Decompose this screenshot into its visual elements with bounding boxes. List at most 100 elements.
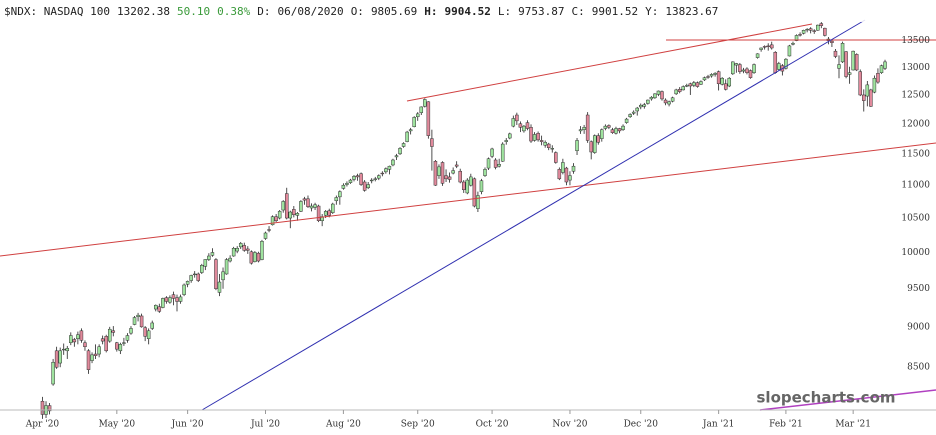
candle-body bbox=[306, 198, 310, 207]
candle-body bbox=[90, 354, 94, 361]
candle-body bbox=[125, 335, 130, 341]
candle-body bbox=[242, 245, 247, 251]
candle-body bbox=[564, 167, 569, 183]
candle-body bbox=[748, 70, 753, 78]
candle-body bbox=[646, 99, 650, 104]
candle-body bbox=[745, 68, 749, 73]
candle-body bbox=[670, 97, 675, 102]
candle-body bbox=[115, 342, 119, 350]
candle-body bbox=[327, 210, 331, 216]
candle-body bbox=[660, 91, 664, 100]
candle-body bbox=[529, 127, 533, 142]
candle-body bbox=[663, 99, 668, 104]
candle-body bbox=[476, 195, 480, 209]
candle-body bbox=[727, 77, 732, 87]
header-item: 9805.69 bbox=[371, 5, 417, 18]
candle-body bbox=[465, 179, 470, 194]
candle-body bbox=[433, 160, 438, 186]
candle-body bbox=[348, 179, 353, 183]
candle-body bbox=[667, 101, 671, 105]
candle-body bbox=[812, 30, 816, 32]
candle-body bbox=[313, 204, 317, 208]
candle-body bbox=[100, 338, 105, 342]
candle-body bbox=[146, 330, 151, 339]
candle-body bbox=[107, 328, 112, 342]
header-item: 0.38% bbox=[217, 5, 250, 18]
candle-body bbox=[355, 175, 360, 178]
candle-body bbox=[366, 184, 370, 189]
x-tick-label: Jun '20 bbox=[171, 420, 204, 430]
candle-body bbox=[401, 143, 406, 147]
x-tick-label: Mar '21 bbox=[835, 420, 871, 430]
candle-body bbox=[61, 348, 66, 351]
trend-line bbox=[759, 389, 936, 411]
candle-body bbox=[235, 248, 239, 252]
candle-body bbox=[649, 96, 654, 100]
trend-lines bbox=[0, 19, 936, 411]
candle-body bbox=[150, 322, 154, 329]
candle-body bbox=[387, 165, 392, 170]
candle-body bbox=[847, 72, 852, 75]
candle-body bbox=[823, 27, 827, 36]
candle-body bbox=[699, 81, 703, 85]
candle-body bbox=[398, 148, 402, 155]
y-tick-label: 10500 bbox=[901, 214, 930, 224]
candle-body bbox=[550, 148, 555, 150]
candle-body bbox=[546, 143, 551, 148]
candle-body bbox=[246, 248, 250, 251]
candle-body bbox=[709, 74, 714, 77]
candle-body bbox=[472, 178, 477, 207]
candle-body bbox=[256, 252, 261, 262]
candle-body bbox=[486, 158, 491, 169]
candle-body bbox=[554, 152, 558, 163]
candle-body bbox=[525, 122, 530, 129]
candle-body bbox=[171, 294, 176, 299]
candle-body bbox=[631, 111, 636, 114]
candle-body bbox=[437, 166, 441, 176]
candle-body bbox=[214, 259, 218, 289]
candle-body bbox=[54, 350, 59, 368]
candle-body bbox=[787, 45, 792, 57]
candle-body bbox=[833, 50, 838, 57]
candle-body bbox=[277, 211, 282, 219]
header-item: $NDX: NASDAQ 100 bbox=[4, 5, 110, 18]
header-item: 13202.38 bbox=[117, 5, 170, 18]
y-tick-label: 11000 bbox=[901, 181, 930, 191]
candle-body bbox=[182, 284, 186, 295]
header-item: Y: bbox=[645, 5, 658, 18]
candle-body bbox=[316, 205, 321, 221]
candle-body bbox=[840, 43, 845, 63]
candle-body bbox=[86, 350, 91, 370]
candle-body bbox=[185, 281, 190, 285]
candle-body bbox=[865, 84, 870, 97]
candle-body bbox=[224, 259, 229, 275]
candle-body bbox=[302, 198, 307, 201]
candle-body bbox=[394, 155, 399, 158]
candle-body bbox=[702, 77, 707, 81]
candle-body bbox=[784, 58, 788, 69]
candle-body bbox=[299, 201, 303, 212]
candle-body bbox=[723, 83, 728, 90]
candle-body bbox=[444, 175, 448, 180]
candle-body bbox=[600, 129, 604, 139]
x-tick-label: May '20 bbox=[99, 420, 136, 430]
candle-body bbox=[352, 176, 356, 180]
candle-body bbox=[791, 43, 795, 45]
candle-body bbox=[253, 252, 257, 262]
candle-body bbox=[51, 361, 55, 385]
candle-body bbox=[69, 335, 73, 343]
x-tick-label: Dec '20 bbox=[624, 420, 659, 430]
candle-body bbox=[292, 209, 296, 215]
candle-body bbox=[426, 101, 431, 136]
candle-body bbox=[532, 134, 537, 141]
candle-body bbox=[334, 197, 339, 202]
candle-body bbox=[607, 125, 611, 128]
x-tick-label: Apr '20 bbox=[25, 420, 60, 430]
candle-body bbox=[741, 69, 746, 72]
candle-body bbox=[879, 65, 884, 73]
candle-body bbox=[231, 248, 236, 257]
candle-body bbox=[122, 342, 126, 344]
candle-body bbox=[677, 89, 682, 92]
candle-body bbox=[384, 168, 388, 173]
candle-body bbox=[830, 40, 834, 43]
